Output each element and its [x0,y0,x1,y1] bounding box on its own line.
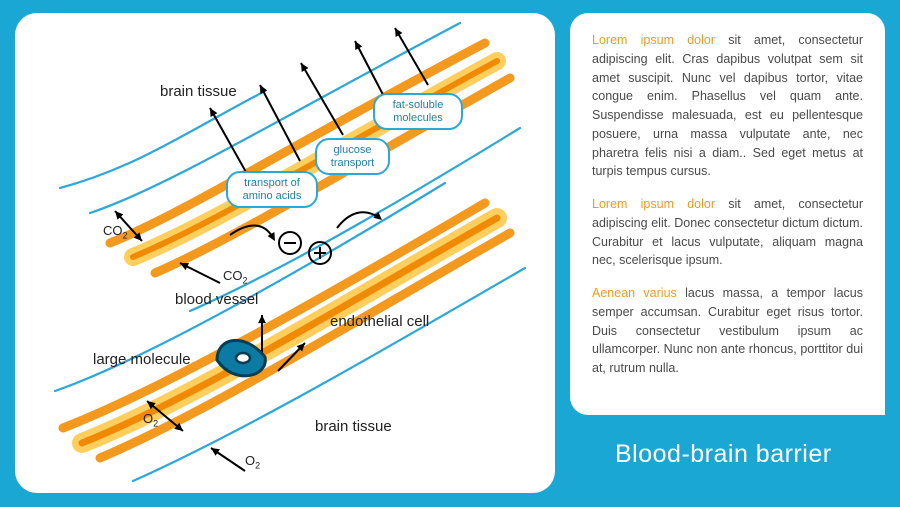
label-brain_tissue_bot: brain tissue [315,418,392,435]
diagram-svg [15,13,555,493]
paragraph: Lorem ipsum dolor sit amet, consectetur … [592,31,863,181]
chem-label-0: CO2 [103,223,128,241]
callout-amino: transport ofamino acids [226,171,318,208]
callout-glucose: glucosetransport [315,138,390,175]
paragraph-lead: Lorem ipsum dolor [592,197,715,211]
diagram-panel: fat-solublemolecules glucosetransporttran… [15,13,555,493]
paragraph: Lorem ipsum dolor sit amet, consectetur … [592,195,863,270]
page-root: fat-solublemolecules glucosetransporttran… [0,0,900,507]
label-large_molecule: large molecule [93,351,191,368]
chem-label-2: O2 [143,411,158,429]
paragraph-lead: Aenean varius [592,286,677,300]
chem-label-3: O2 [245,453,260,471]
text-panel: Lorem ipsum dolor sit amet, consectetur … [570,13,885,415]
paragraph-lead: Lorem ipsum dolor [592,33,715,47]
label-brain_tissue_top: brain tissue [160,83,237,100]
callout-fat_soluble: fat-solublemolecules [373,93,463,130]
label-endothelial_cell: endothelial cell [330,313,429,330]
chem-label-1: CO2 [223,268,248,286]
label-blood_vessel: blood vessel [175,291,258,308]
paragraph: Aenean varius lacus massa, a tempor lacu… [592,284,863,378]
figure-title: Blood-brain barrier [615,440,832,469]
